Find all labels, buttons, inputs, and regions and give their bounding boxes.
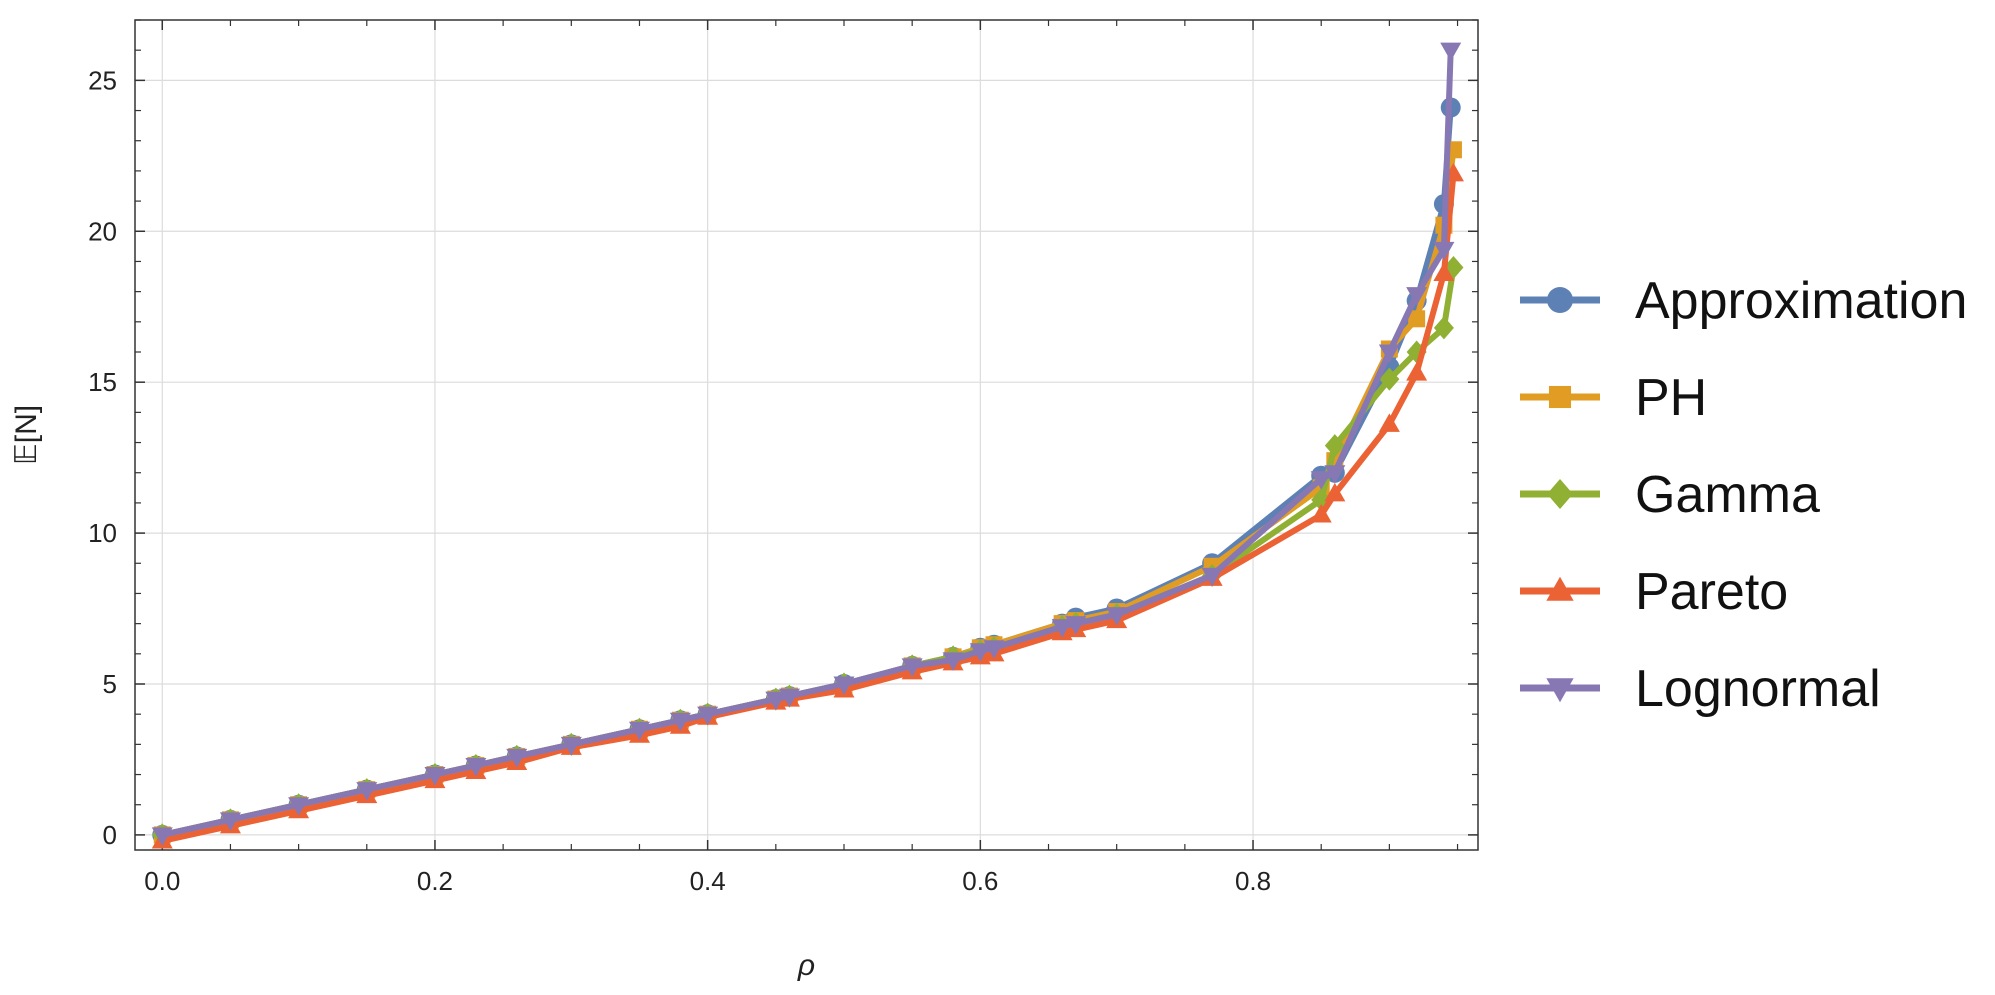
data-point xyxy=(778,688,800,708)
legend-item-pareto: Pareto xyxy=(1520,563,1788,621)
axis-labels: ρ 𝔼[N] xyxy=(10,405,815,982)
plot-frame xyxy=(134,19,1479,851)
data-point xyxy=(424,767,446,786)
data-point xyxy=(356,782,378,801)
data-point xyxy=(1433,316,1454,340)
x-tick-label: 0.0 xyxy=(144,866,180,896)
series-lognormal xyxy=(151,42,1462,846)
data-point xyxy=(1433,262,1455,282)
x-tick-label: 0.8 xyxy=(1235,866,1271,896)
y-tick-label: 20 xyxy=(88,216,117,246)
grid xyxy=(135,20,1478,850)
data-point xyxy=(1406,362,1428,381)
legend-swatch-marker xyxy=(1546,678,1574,703)
data-point xyxy=(969,643,991,662)
data-point xyxy=(1379,367,1400,391)
legend-item-gamma: Gamma xyxy=(1520,466,1820,524)
data-point xyxy=(1408,310,1426,328)
series-line-pareto xyxy=(159,170,1457,844)
series-line-ph xyxy=(159,146,1457,838)
data-point xyxy=(1324,434,1345,458)
series-pareto xyxy=(151,162,1464,849)
legend-swatch-marker xyxy=(1547,479,1573,509)
legend-item-ph: PH xyxy=(1520,369,1707,427)
x-tick-label: 0.4 xyxy=(690,866,726,896)
series-ph xyxy=(153,141,1462,844)
data-point xyxy=(1440,42,1462,62)
y-tick-label: 0 xyxy=(103,820,117,850)
data-point xyxy=(1406,287,1428,306)
data-point xyxy=(1378,344,1400,363)
data-point xyxy=(983,640,1005,659)
data-point xyxy=(1378,413,1400,432)
legend-label: PH xyxy=(1635,369,1707,427)
y-axis-title: 𝔼[N] xyxy=(10,405,43,465)
data-point xyxy=(1324,465,1346,484)
data-point xyxy=(1106,607,1128,626)
data-point xyxy=(669,712,691,732)
x-axis-title: ρ xyxy=(797,949,815,982)
data-point xyxy=(1433,241,1455,261)
data-point xyxy=(942,652,964,671)
data-point xyxy=(465,757,487,777)
legend: Approximation PH Gamma Pareto Lognormal xyxy=(1520,272,1967,718)
data-point xyxy=(1051,619,1073,638)
data-point xyxy=(219,812,241,831)
legend-swatch-marker xyxy=(1548,385,1572,409)
data-point xyxy=(1065,616,1087,635)
x-tick-label: 0.2 xyxy=(417,866,453,896)
legend-item-lognormal: Lognormal xyxy=(1520,660,1881,718)
legend-label: Gamma xyxy=(1635,466,1820,524)
series-line-lognormal xyxy=(159,47,1454,838)
x-tick-label: 0.6 xyxy=(962,866,998,896)
legend-swatch-marker xyxy=(1547,287,1573,313)
series-approximation xyxy=(152,97,1461,845)
legend-swatch-marker xyxy=(1546,576,1574,601)
data-point xyxy=(560,736,582,756)
legend-item-approximation: Approximation xyxy=(1520,272,1967,330)
y-tick-label: 10 xyxy=(88,518,117,548)
legend-label: Pareto xyxy=(1635,563,1788,621)
series-gamma xyxy=(152,255,1464,847)
data-point xyxy=(1324,482,1346,502)
data-point xyxy=(506,748,528,768)
data-point xyxy=(151,827,173,846)
data-point xyxy=(628,721,650,741)
data-point xyxy=(765,691,787,711)
data-point xyxy=(288,797,310,816)
data-point xyxy=(1310,471,1332,490)
data-point xyxy=(697,706,719,726)
y-tick-label: 5 xyxy=(103,669,117,699)
legend-label: Lognormal xyxy=(1635,660,1881,718)
legend-label: Approximation xyxy=(1635,272,1967,330)
y-tick-label: 15 xyxy=(88,367,117,397)
axis-ticks: 0.0 0.2 0.4 0.6 0.8 0 5 10 15 20 25 xyxy=(88,19,1478,896)
series-line-approximation xyxy=(159,104,1454,838)
data-point xyxy=(901,658,923,677)
data-point xyxy=(1201,567,1223,587)
series-group xyxy=(151,42,1464,849)
data-point xyxy=(1310,503,1332,523)
data-point xyxy=(833,676,855,695)
y-tick-label: 25 xyxy=(88,65,117,95)
